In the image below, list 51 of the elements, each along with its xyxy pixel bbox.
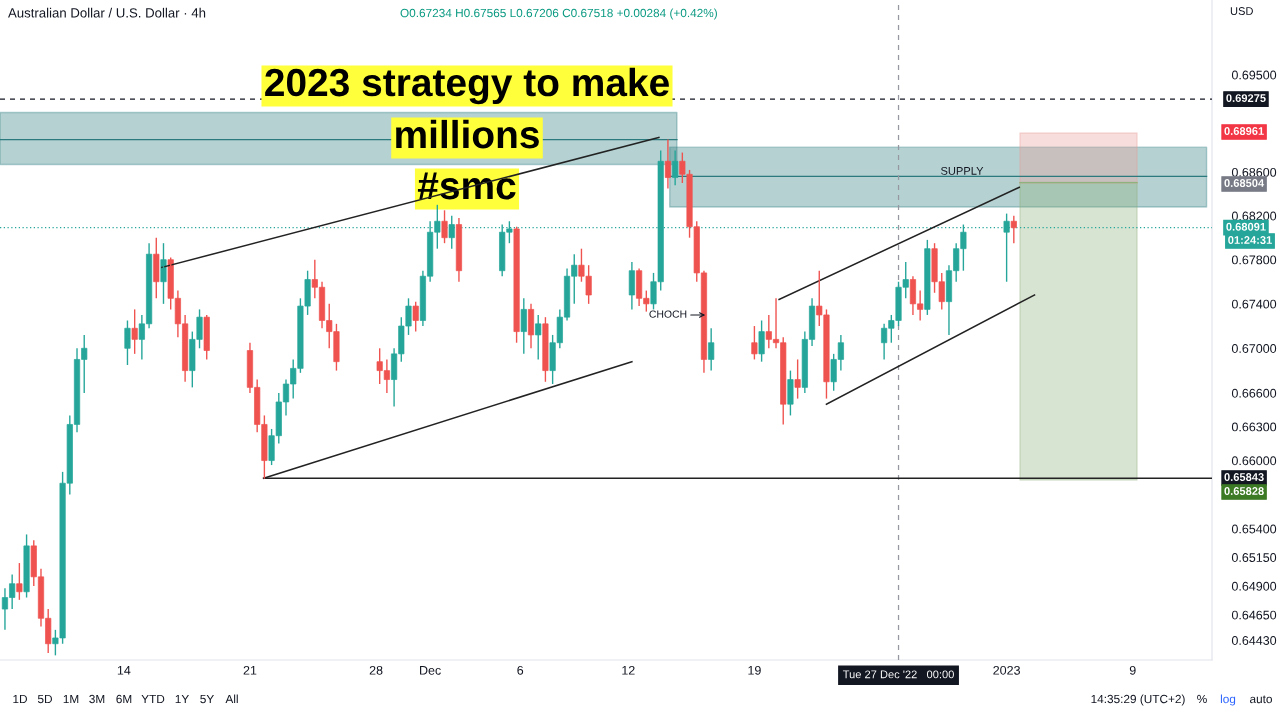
annotation: O0.67234 H0.67565 L0.67206 C0.67518 +0.00284 (+0.42%) bbox=[400, 8, 717, 20]
text: % bbox=[1197, 694, 1207, 704]
x-tick-label: 28 bbox=[369, 665, 383, 675]
text: 1M bbox=[63, 694, 79, 704]
y-tick-label: 0.64650 bbox=[1231, 610, 1277, 620]
chart-title: Australian Dollar / U.S. Dollar · 4h bbox=[8, 7, 206, 18]
text: 5Y bbox=[200, 694, 214, 704]
y-axis-title: USD bbox=[1230, 7, 1253, 15]
text: All bbox=[225, 694, 238, 704]
y-tick-label: 0.67800 bbox=[1231, 255, 1277, 265]
x-tick-label: 21 bbox=[243, 665, 257, 675]
x-tick-label: 2023 bbox=[993, 665, 1020, 675]
ref-line-label: 0.68091 bbox=[1226, 222, 1266, 231]
x-tick-label: 9 bbox=[1129, 665, 1136, 675]
x-tick-label: 14 bbox=[117, 666, 131, 675]
text: 0.68504 bbox=[1224, 179, 1265, 187]
text: 6M bbox=[116, 694, 132, 704]
y-tick-label: 0.66300 bbox=[1231, 422, 1277, 432]
y-tick-label: 0.64430 bbox=[1231, 636, 1277, 645]
x-tick-label: 6 bbox=[517, 665, 524, 675]
text: 1D bbox=[13, 694, 27, 704]
annotation: millions bbox=[396, 119, 539, 149]
y-tick-label: 0.66600 bbox=[1231, 388, 1277, 398]
text: 0.65843 bbox=[1224, 473, 1264, 481]
y-tick-label: 0.64900 bbox=[1231, 581, 1277, 591]
text: 0.68961 bbox=[1224, 127, 1264, 135]
x-tick-label: 12 bbox=[622, 665, 635, 675]
y-tick-label: 0.68200 bbox=[1231, 211, 1277, 221]
ref-line-label: 0.69275 bbox=[1226, 94, 1266, 102]
y-tick-label: 0.67000 bbox=[1231, 344, 1277, 353]
y-tick-label: 0.65400 bbox=[1231, 524, 1277, 534]
annotation: 2023 strategy to make bbox=[265, 67, 669, 105]
x-tick-label: Dec bbox=[420, 666, 441, 675]
y-tick-label: 0.69500 bbox=[1231, 70, 1277, 80]
text: 1Y bbox=[175, 694, 189, 704]
text: 5D bbox=[37, 694, 52, 704]
annotation: CHOCH bbox=[649, 310, 687, 318]
y-tick-label: 0.67400 bbox=[1231, 299, 1277, 309]
text: 3M bbox=[89, 694, 105, 704]
x-tick-label: 19 bbox=[748, 665, 761, 675]
text: 0.65828 bbox=[1224, 487, 1264, 495]
text: auto bbox=[1250, 695, 1272, 704]
text: YTD bbox=[141, 694, 165, 704]
y-tick-label: 0.66000 bbox=[1231, 456, 1277, 466]
annotation: SUPPLY bbox=[940, 166, 984, 175]
ref-line-label: Tue 27 Dec '22 00:00 bbox=[842, 670, 954, 679]
y-tick-label: 0.65150 bbox=[1231, 553, 1277, 562]
text: 14:35:29 (UTC+2) bbox=[1091, 694, 1185, 706]
text: 01:24:31 bbox=[1228, 236, 1272, 244]
y-tick-label: 0.68600 bbox=[1231, 167, 1277, 177]
text: log bbox=[1220, 694, 1236, 706]
